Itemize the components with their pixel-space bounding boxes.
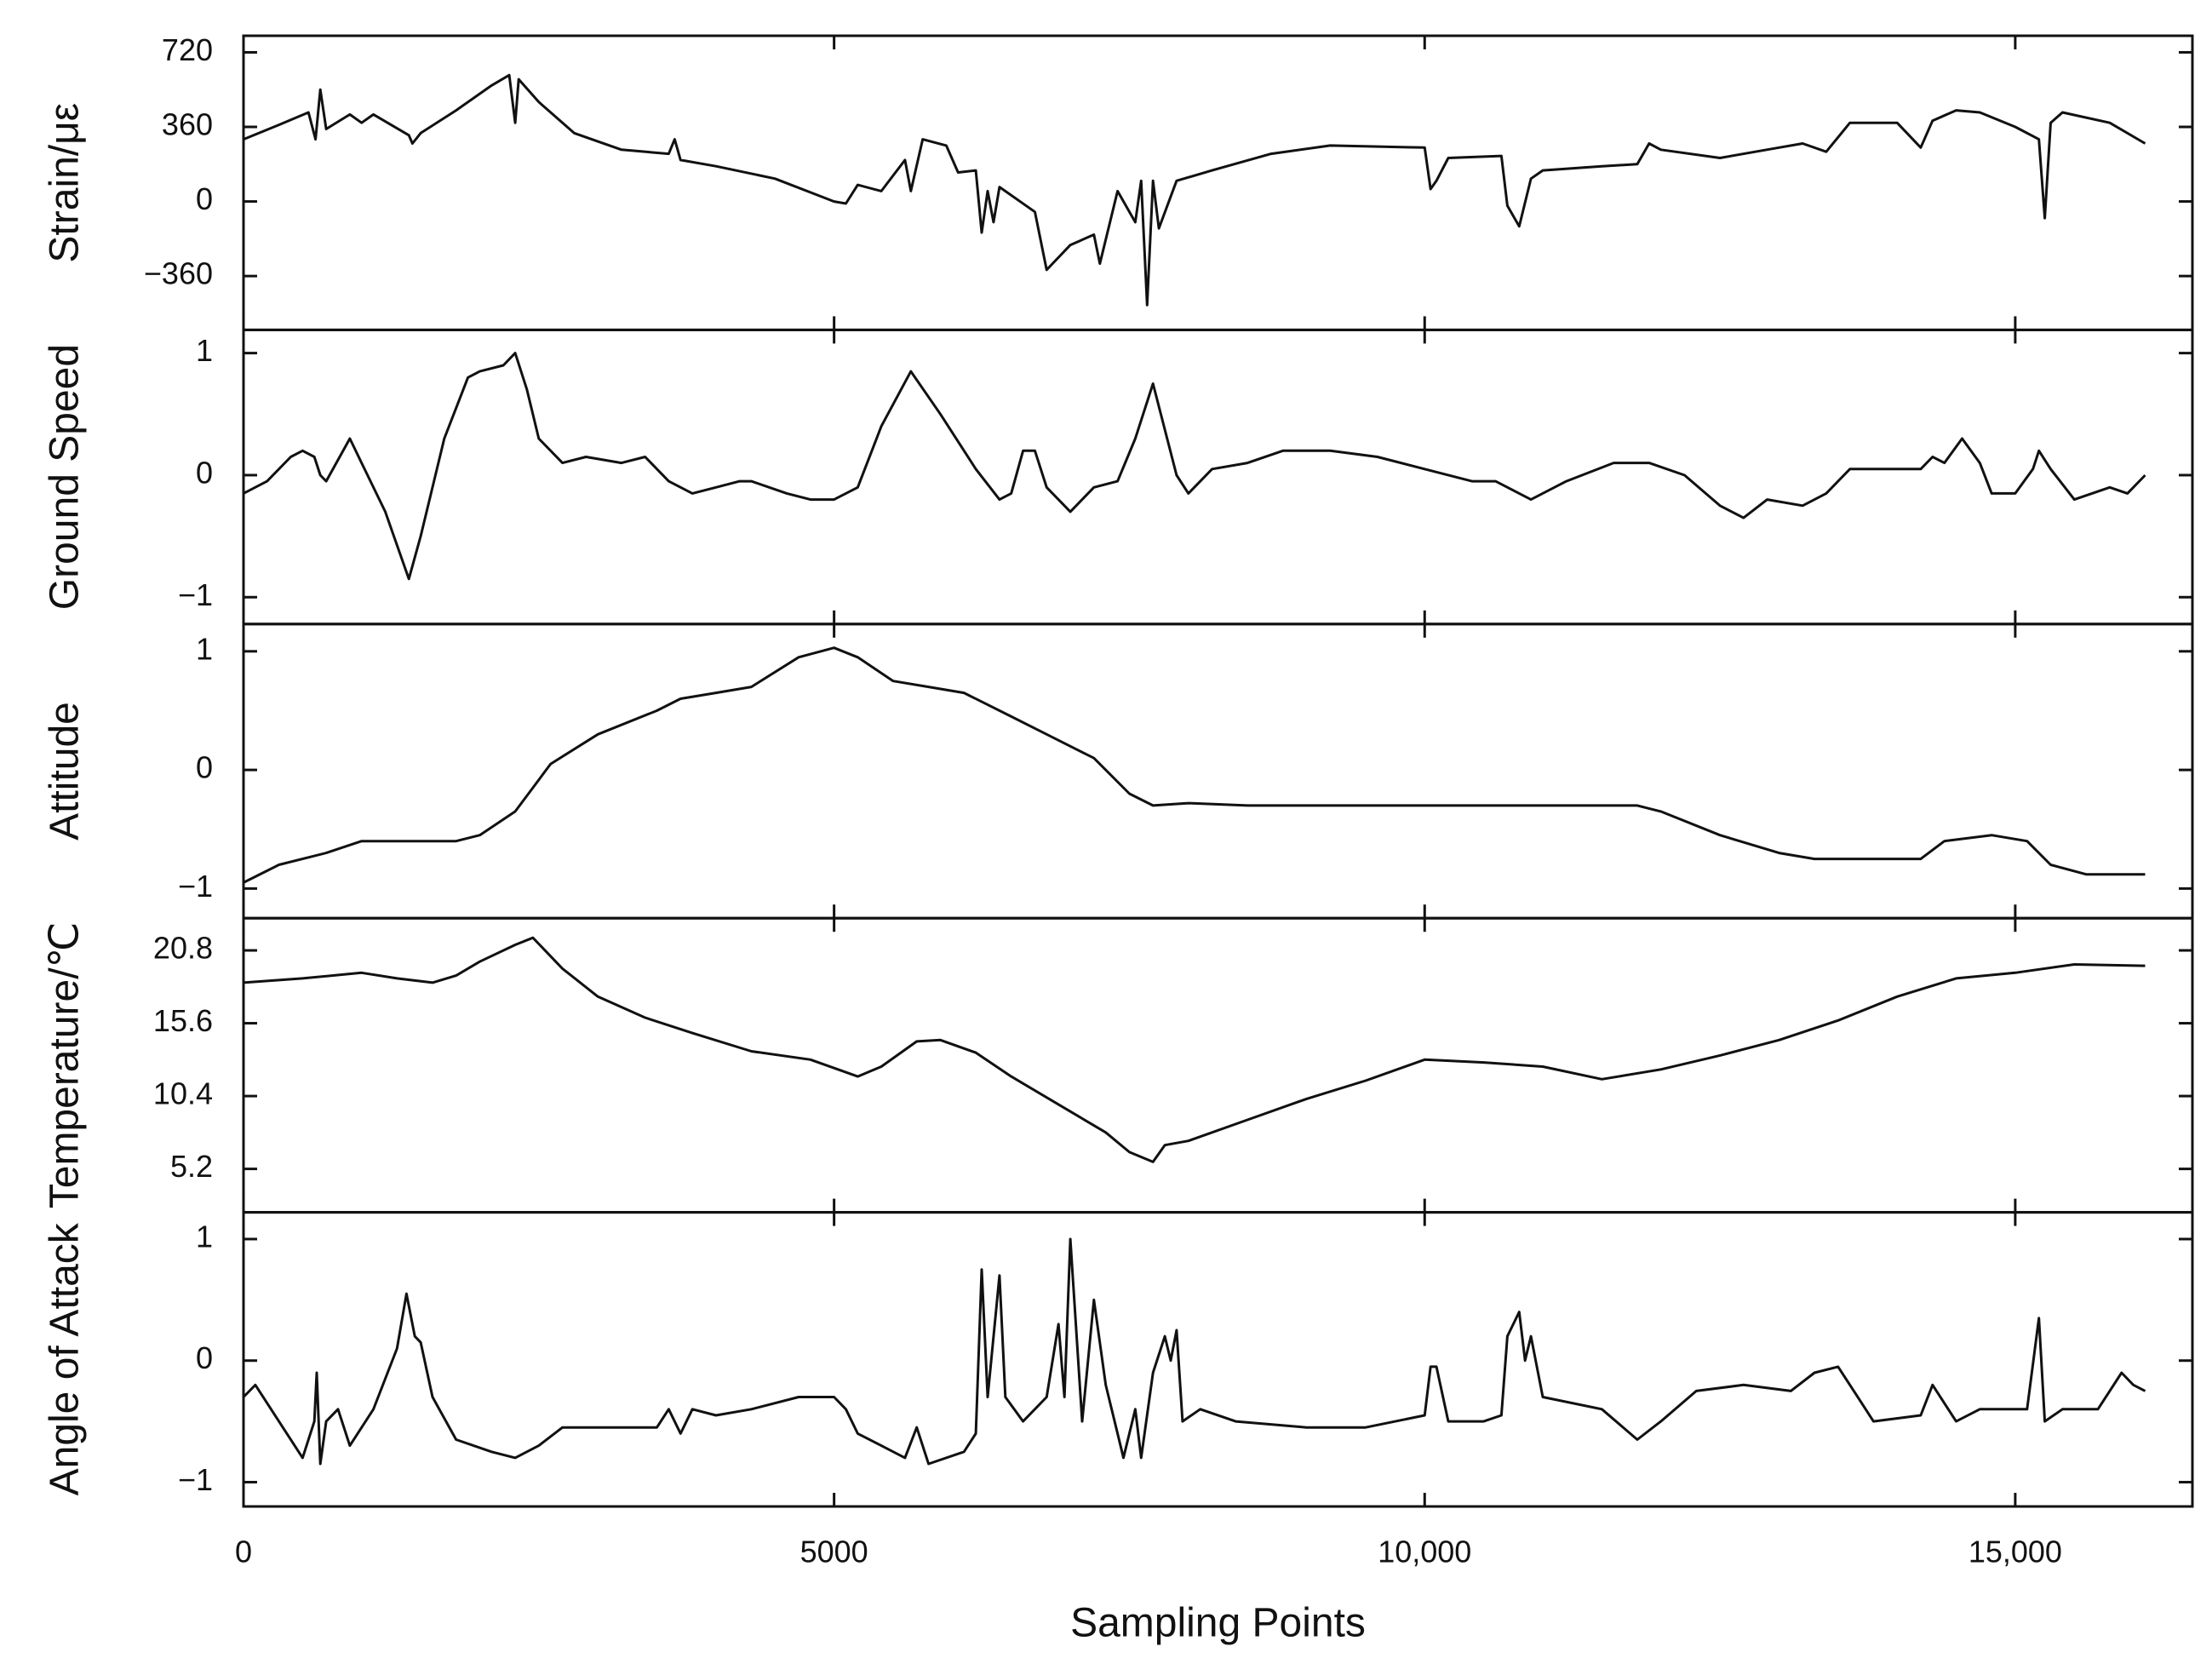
data-line [243, 936, 2146, 1163]
y-axis-label: Temperature/℃ [43, 922, 88, 1209]
y-tick-label: 0 [196, 750, 213, 785]
y-tick-label: −1 [178, 1462, 213, 1497]
data-line [243, 352, 2146, 581]
y-axis-label: Angle of Attack [43, 1222, 88, 1495]
panel-frame [242, 916, 2194, 1214]
y-tick-label: −1 [178, 577, 213, 612]
data-line [242, 1237, 2146, 1466]
y-tick-label: 1 [196, 333, 213, 368]
y-tick-label: 360 [162, 107, 213, 142]
x-tick-label: 5000 [800, 1535, 868, 1569]
y-tick-label: 1 [196, 631, 213, 666]
y-tick-label: 10.4 [153, 1076, 213, 1111]
data-line [243, 73, 2146, 307]
panel-frame [242, 34, 2194, 331]
y-tick-label: −360 [144, 256, 213, 291]
y-tick-label: 15.6 [153, 1003, 213, 1038]
panel-frame [242, 623, 2194, 920]
y-tick-label: 20.8 [153, 931, 213, 966]
x-axis-label: Sampling Points [1070, 1601, 1366, 1646]
x-tick-label: 15,000 [1968, 1535, 2062, 1569]
y-axis-label: Ground Speed [43, 344, 88, 610]
y-tick-label: 720 [162, 32, 213, 67]
panel-frame [242, 1211, 2194, 1508]
y-tick-label: 0 [196, 1340, 213, 1375]
y-axis-label: Strain/με [43, 103, 88, 263]
y-tick-label: 5.2 [170, 1149, 213, 1184]
data-line [243, 646, 2146, 884]
x-tick-label: 10,000 [1378, 1535, 1471, 1569]
y-tick-label: 1 [196, 1219, 213, 1254]
y-tick-label: 0 [196, 181, 213, 216]
panel-frame [242, 328, 2194, 626]
x-tick-label: 0 [235, 1535, 252, 1569]
y-axis-label: Attitude [43, 702, 88, 841]
y-tick-label: 0 [196, 455, 213, 490]
y-tick-label: −1 [178, 869, 213, 904]
